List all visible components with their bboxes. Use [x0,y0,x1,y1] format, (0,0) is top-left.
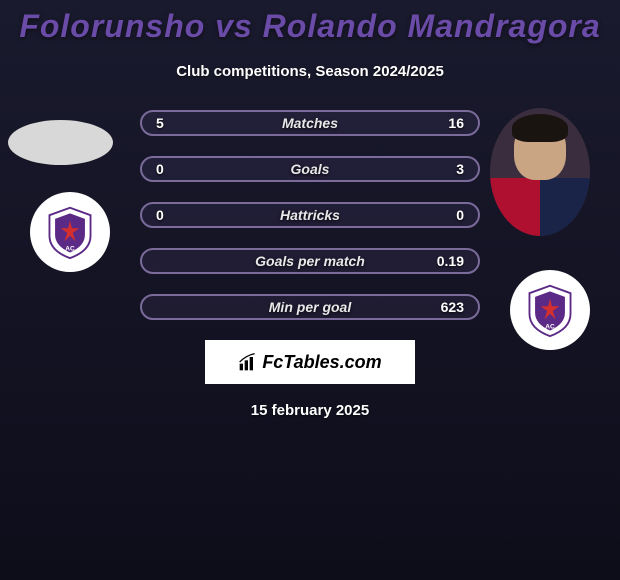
stat-label: Matches [282,115,338,131]
stat-label: Goals [291,161,330,177]
stat-right-value: 623 [434,299,464,315]
stat-right-value: 16 [434,115,464,131]
date-label: 15 february 2025 [0,402,620,419]
stat-left-value: 0 [156,161,186,177]
stat-row-goals: 0 Goals 3 [140,156,480,182]
player-left-avatar [8,120,113,165]
stat-label: Goals per match [255,253,365,269]
stat-right-value: 0 [434,207,464,223]
stat-row-hattricks: 0 Hattricks 0 [140,202,480,228]
player-right-avatar [490,108,590,236]
page-title: Folorunsho vs Rolando Mandragora [0,0,620,45]
brand-text: FcTables.com [238,352,381,373]
shirt-right-half [540,178,590,236]
svg-text:AC: AC [545,324,555,331]
fiorentina-badge-icon: AC [42,204,98,260]
stats-list: 5 Matches 16 0 Goals 3 0 Hattricks 0 Goa… [140,110,480,320]
comparison-panel: AC AC 5 Matches 16 0 Goals 3 0 Hattricks [0,110,620,419]
player-hair [512,114,568,142]
svg-text:AC: AC [65,246,75,253]
stat-right-value: 0.19 [434,253,464,269]
bars-icon [238,352,258,372]
brand-label: FcTables.com [262,352,381,373]
player-left-club-badge: AC [30,192,110,272]
stat-row-goals-per-match: Goals per match 0.19 [140,248,480,274]
stat-label: Min per goal [269,299,351,315]
stat-row-matches: 5 Matches 16 [140,110,480,136]
stat-row-min-per-goal: Min per goal 623 [140,294,480,320]
subtitle: Club competitions, Season 2024/2025 [0,63,620,80]
stat-right-value: 3 [434,161,464,177]
player-right-club-badge: AC [510,270,590,350]
stat-left-value: 5 [156,115,186,131]
fiorentina-badge-icon: AC [522,282,578,338]
stat-left-value: 0 [156,207,186,223]
stat-label: Hattricks [280,207,340,223]
shirt-left-half [490,178,540,236]
brand-attribution: FcTables.com [205,340,415,384]
